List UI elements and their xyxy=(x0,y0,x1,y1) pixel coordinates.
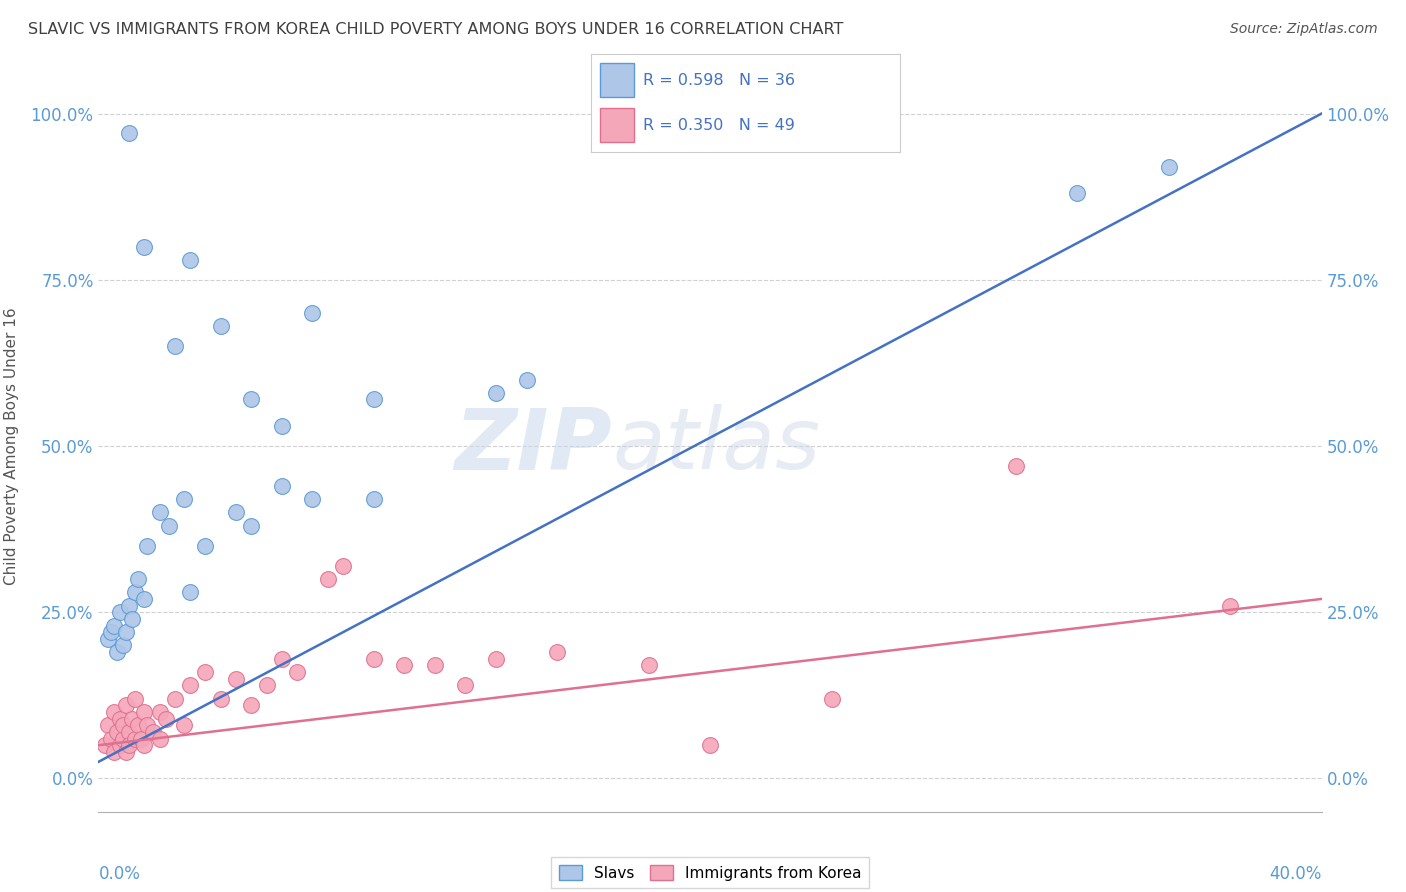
Point xyxy=(285,665,308,679)
Point xyxy=(301,492,323,507)
Point xyxy=(163,339,186,353)
Point xyxy=(1219,599,1241,613)
Point xyxy=(149,731,172,746)
Point xyxy=(129,731,152,746)
Point xyxy=(108,738,131,752)
Point xyxy=(149,705,172,719)
Point xyxy=(111,731,134,746)
Point xyxy=(97,718,120,732)
Point xyxy=(225,672,247,686)
Point xyxy=(111,639,134,653)
Text: SLAVIC VS IMMIGRANTS FROM KOREA CHILD POVERTY AMONG BOYS UNDER 16 CORRELATION CH: SLAVIC VS IMMIGRANTS FROM KOREA CHILD PO… xyxy=(28,22,844,37)
Text: 40.0%: 40.0% xyxy=(1270,865,1322,883)
Point xyxy=(103,618,125,632)
Text: R = 0.350   N = 49: R = 0.350 N = 49 xyxy=(643,118,794,133)
Point xyxy=(256,678,278,692)
Point xyxy=(546,645,568,659)
Point xyxy=(118,127,141,141)
Point xyxy=(270,652,294,666)
Point xyxy=(149,506,172,520)
Text: Source: ZipAtlas.com: Source: ZipAtlas.com xyxy=(1230,22,1378,37)
Point xyxy=(270,419,294,434)
Point xyxy=(240,518,263,533)
Point xyxy=(127,572,149,586)
Point xyxy=(121,712,143,726)
Point xyxy=(209,691,232,706)
Point xyxy=(100,731,122,746)
Point xyxy=(363,652,385,666)
Point xyxy=(136,718,159,732)
Point xyxy=(332,558,354,573)
Point xyxy=(301,306,323,320)
Point xyxy=(155,712,177,726)
Point xyxy=(115,745,138,759)
Text: R = 0.598   N = 36: R = 0.598 N = 36 xyxy=(643,72,796,87)
Point xyxy=(638,658,661,673)
Point xyxy=(121,612,143,626)
Legend: Slavs, Immigrants from Korea: Slavs, Immigrants from Korea xyxy=(551,857,869,888)
Point xyxy=(103,745,125,759)
FancyBboxPatch shape xyxy=(600,63,634,96)
Point xyxy=(134,705,156,719)
Point xyxy=(240,392,263,407)
Point xyxy=(118,738,141,752)
Point xyxy=(821,691,844,706)
Point xyxy=(270,479,294,493)
Point xyxy=(134,591,156,606)
Point xyxy=(105,645,128,659)
Point xyxy=(124,691,146,706)
Point xyxy=(316,572,339,586)
Point xyxy=(173,718,195,732)
Point xyxy=(118,725,141,739)
Point xyxy=(363,392,385,407)
Point xyxy=(173,492,195,507)
Point xyxy=(118,599,141,613)
Point xyxy=(105,725,128,739)
Point xyxy=(194,539,217,553)
Point xyxy=(363,492,385,507)
Point xyxy=(516,372,538,386)
Point xyxy=(454,678,477,692)
Point xyxy=(194,665,217,679)
Point xyxy=(699,738,721,752)
Point xyxy=(142,725,165,739)
Point xyxy=(240,698,263,713)
Point xyxy=(100,625,122,640)
Point xyxy=(209,319,232,334)
Point xyxy=(1066,186,1088,201)
Point xyxy=(157,518,180,533)
Point xyxy=(423,658,446,673)
Point xyxy=(127,718,149,732)
Point xyxy=(225,506,247,520)
Point xyxy=(485,652,508,666)
Point xyxy=(115,625,138,640)
Point xyxy=(134,239,156,253)
Point xyxy=(115,698,138,713)
Point xyxy=(1157,160,1180,174)
Point xyxy=(108,712,131,726)
Point xyxy=(111,718,134,732)
Point xyxy=(103,705,125,719)
Point xyxy=(97,632,120,646)
Point xyxy=(136,539,159,553)
Point xyxy=(93,738,115,752)
Point xyxy=(485,385,508,400)
Point xyxy=(163,691,186,706)
Point xyxy=(124,731,146,746)
Text: 0.0%: 0.0% xyxy=(98,865,141,883)
Point xyxy=(392,658,416,673)
Text: ZIP: ZIP xyxy=(454,404,612,488)
Point xyxy=(134,738,156,752)
Y-axis label: Child Poverty Among Boys Under 16: Child Poverty Among Boys Under 16 xyxy=(4,307,20,585)
Point xyxy=(124,585,146,599)
Point xyxy=(179,585,201,599)
Text: atlas: atlas xyxy=(612,404,820,488)
Point xyxy=(108,605,131,619)
Point xyxy=(1004,458,1026,473)
Point xyxy=(179,252,201,267)
FancyBboxPatch shape xyxy=(600,109,634,142)
Point xyxy=(179,678,201,692)
